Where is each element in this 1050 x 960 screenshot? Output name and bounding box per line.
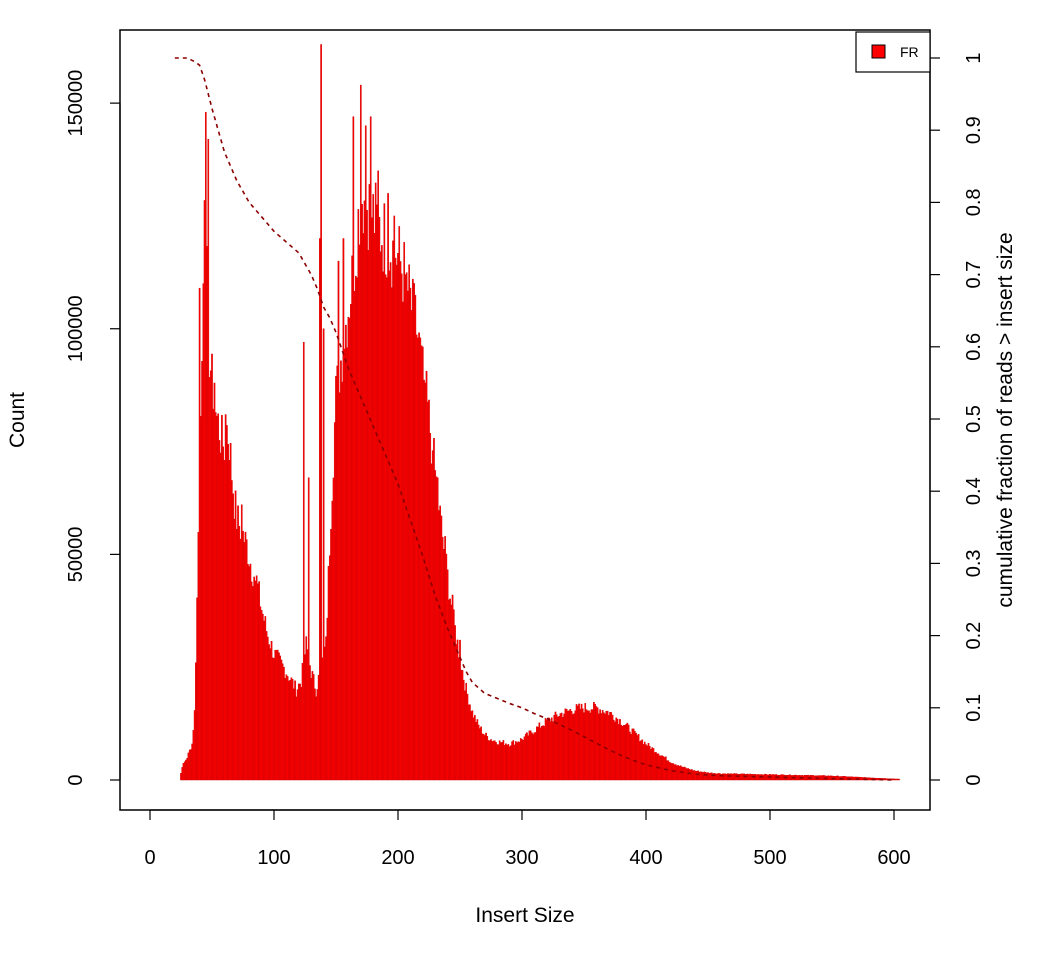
histogram-bars [180,44,900,781]
y2-tick-label: 0.2 [963,622,985,650]
histogram-bar [320,44,322,781]
legend: FR [855,31,931,73]
legend-swatch-fr [871,44,886,59]
y-tick-label: 0 [65,774,87,785]
y-tick-label: 100000 [65,295,87,362]
x-tick-label: 600 [877,847,910,869]
x-tick-label: 300 [505,847,538,869]
y2-tick-label: 0.6 [963,333,985,361]
x-axis: 0 100 200 300 400 500 600 [144,809,911,869]
legend-label-fr: FR [900,44,919,60]
x-tick-label: 0 [144,847,155,869]
histogram-bar [322,328,325,781]
cumulative-fraction-line [174,57,895,781]
histogram-bar [898,778,900,781]
x-tick-label: 100 [257,847,290,869]
y2-tick-label: 0.5 [963,405,985,433]
x-tick-label: 500 [753,847,786,869]
histogram-bar [302,342,305,781]
y2-tick-label: 0.3 [963,549,985,577]
y2-tick-label: 0.7 [963,261,985,289]
y2-tick-label: 0.4 [963,477,985,505]
y-tick-label: 150000 [65,70,87,137]
y2-axis-title: cumulative fraction of reads > insert si… [994,232,1017,607]
x-tick-label: 400 [629,847,662,869]
y2-axis: 0 0.1 0.2 0.3 0.4 0.5 0.6 0.7 0.8 0.9 1 [929,52,985,786]
y-axis-title: Count [6,392,29,448]
x-tick-label: 200 [381,847,414,869]
y2-tick-label: 0.9 [963,116,985,144]
x-axis-title: Insert Size [475,904,574,927]
y-axis: 0 50000 100000 150000 [65,70,121,786]
cumulative-line-group [174,57,895,781]
y2-tick-label: 1 [963,52,985,63]
y-tick-label: 50000 [65,527,87,583]
y2-tick-label: 0.8 [963,188,985,216]
y2-tick-label: 0.1 [963,694,985,722]
y2-tick-label: 0 [963,774,985,785]
legend-box [855,31,931,73]
histogram-bar [307,477,310,781]
